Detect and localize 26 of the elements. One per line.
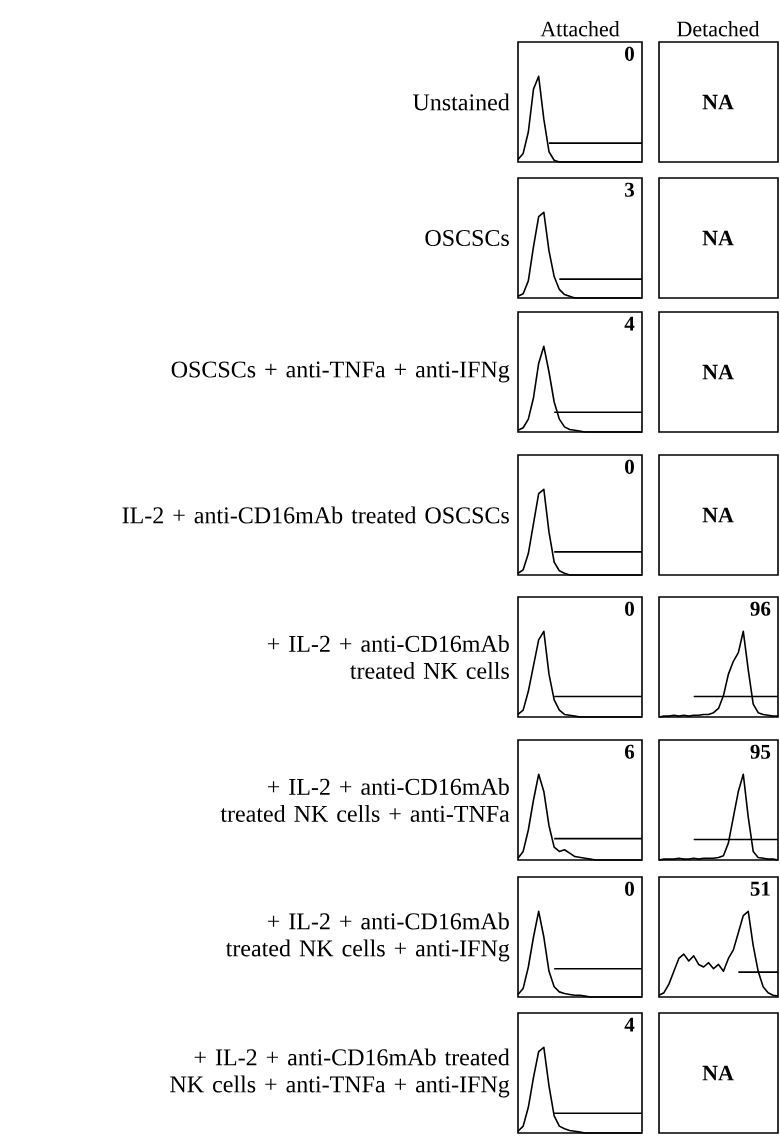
text: NA <box>702 364 734 380</box>
text: NA <box>702 1065 734 1081</box>
text: 4 <box>624 316 635 331</box>
text: 0 <box>625 881 634 896</box>
text: 0 <box>625 601 634 616</box>
text: 0 <box>625 46 634 61</box>
y-axis-title: OSCSCs + anti-TNFa + anti-IFNg <box>171 361 510 383</box>
y-axis-title: + IL-2 + anti-CD16mAb treated NK cells + anti-TNFa <box>220 778 510 822</box>
text: 96 <box>750 601 771 616</box>
y-axis-title: + IL-2 + anti-CD16mAb treated NK cells + anti-TNFa + anti-IFNg <box>170 1048 510 1098</box>
text: 95 <box>750 744 771 759</box>
y-axis-title: IL-2 + anti-CD16mAb treated OSCSCs <box>122 506 509 524</box>
text: Detached <box>677 20 760 37</box>
text: 0 <box>625 459 634 474</box>
y-axis-title: Unstained <box>412 93 510 111</box>
text: NA <box>702 230 734 246</box>
text: 6 <box>624 744 635 759</box>
text: 51 <box>750 881 770 896</box>
y-axis-title: + IL-2 + anti-CD16mAb treated NK cells <box>267 635 509 679</box>
text: 3 <box>625 182 635 197</box>
text: 4 <box>624 1017 635 1032</box>
y-axis-title: OSCSCs <box>425 229 509 247</box>
y-axis-title: + IL-2 + anti-CD16mAb treated NK cells + anti-IFNg <box>225 912 510 962</box>
text: NA <box>702 507 734 523</box>
chart-title: Attached <box>540 20 620 37</box>
text: NA <box>702 94 734 110</box>
